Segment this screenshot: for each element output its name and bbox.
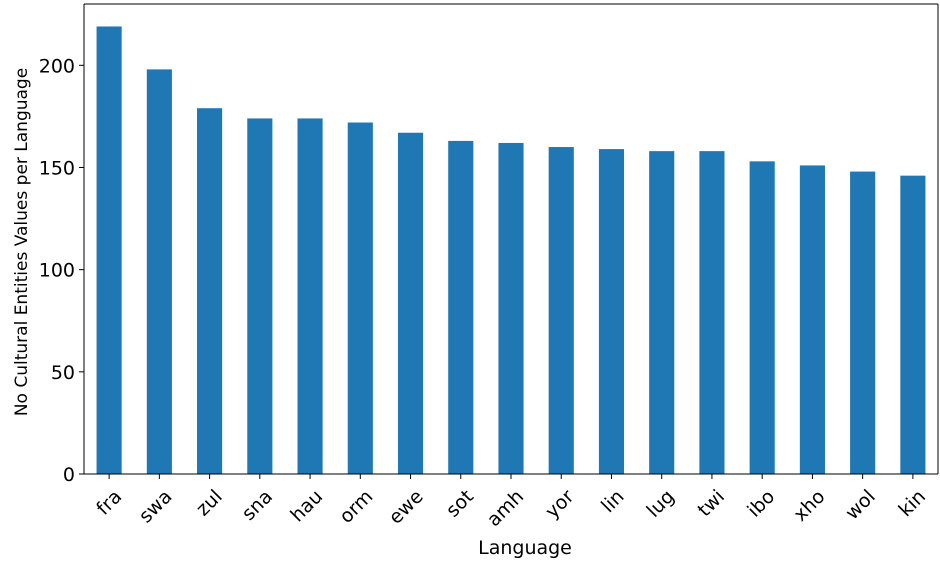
x-tick-label-hau: hau <box>286 486 327 527</box>
x-tick-label-sot: sot <box>442 486 478 522</box>
bar-ewe <box>397 132 424 474</box>
y-tick-label: 200 <box>39 55 75 77</box>
bars-group <box>96 26 926 475</box>
x-tick-label-zul: zul <box>192 486 227 521</box>
bar-sna <box>247 118 273 474</box>
x-axis-ticks: fra swa zul sna hau orm ewe sot amh yor lin lug twi i… <box>92 474 930 531</box>
x-tick-label-lin: lin <box>597 486 629 518</box>
x-tick-label-lug: lug <box>643 486 679 522</box>
x-axis-title: Language <box>478 537 572 559</box>
y-axis-title: No Cultural Entities Values per Language <box>12 68 32 416</box>
x-tick-label-wol: wol <box>841 486 880 525</box>
y-tick-label: 100 <box>39 260 75 282</box>
x-tick-label-xho: xho <box>789 486 829 526</box>
bar-wol <box>850 171 876 474</box>
bar-twi <box>699 151 725 474</box>
x-tick-label-ibo: ibo <box>743 486 779 522</box>
x-tick-label-ewe: ewe <box>385 486 428 529</box>
bar-hau <box>297 118 323 474</box>
x-tick-label-sna: sna <box>238 486 277 525</box>
x-tick-label-yor: yor <box>541 485 578 522</box>
bar-xho <box>799 165 825 474</box>
bar-fra <box>96 26 122 474</box>
bar-zul <box>197 108 223 474</box>
bar-sot <box>448 140 474 475</box>
x-tick-label-orm: orm <box>335 486 377 528</box>
y-axis-ticks: 0 50 100 150 200 <box>39 55 84 486</box>
bar-lug <box>649 151 675 474</box>
x-tick-label-swa: swa <box>135 486 177 528</box>
x-tick-label-fra: fra <box>92 486 126 520</box>
bar-swa <box>146 69 172 475</box>
bar-amh <box>498 142 524 474</box>
y-tick-label: 0 <box>63 464 75 486</box>
x-tick-label-twi: twi <box>694 486 730 522</box>
y-tick-label: 50 <box>51 362 75 384</box>
bar-orm <box>347 122 373 475</box>
x-tick-label-kin: kin <box>894 486 930 522</box>
bar-kin <box>900 175 926 475</box>
bar-yor <box>548 147 574 475</box>
bar-ibo <box>749 161 775 474</box>
x-tick-label-amh: amh <box>483 486 528 531</box>
y-tick-label: 150 <box>39 157 75 179</box>
bar-lin <box>598 149 625 474</box>
